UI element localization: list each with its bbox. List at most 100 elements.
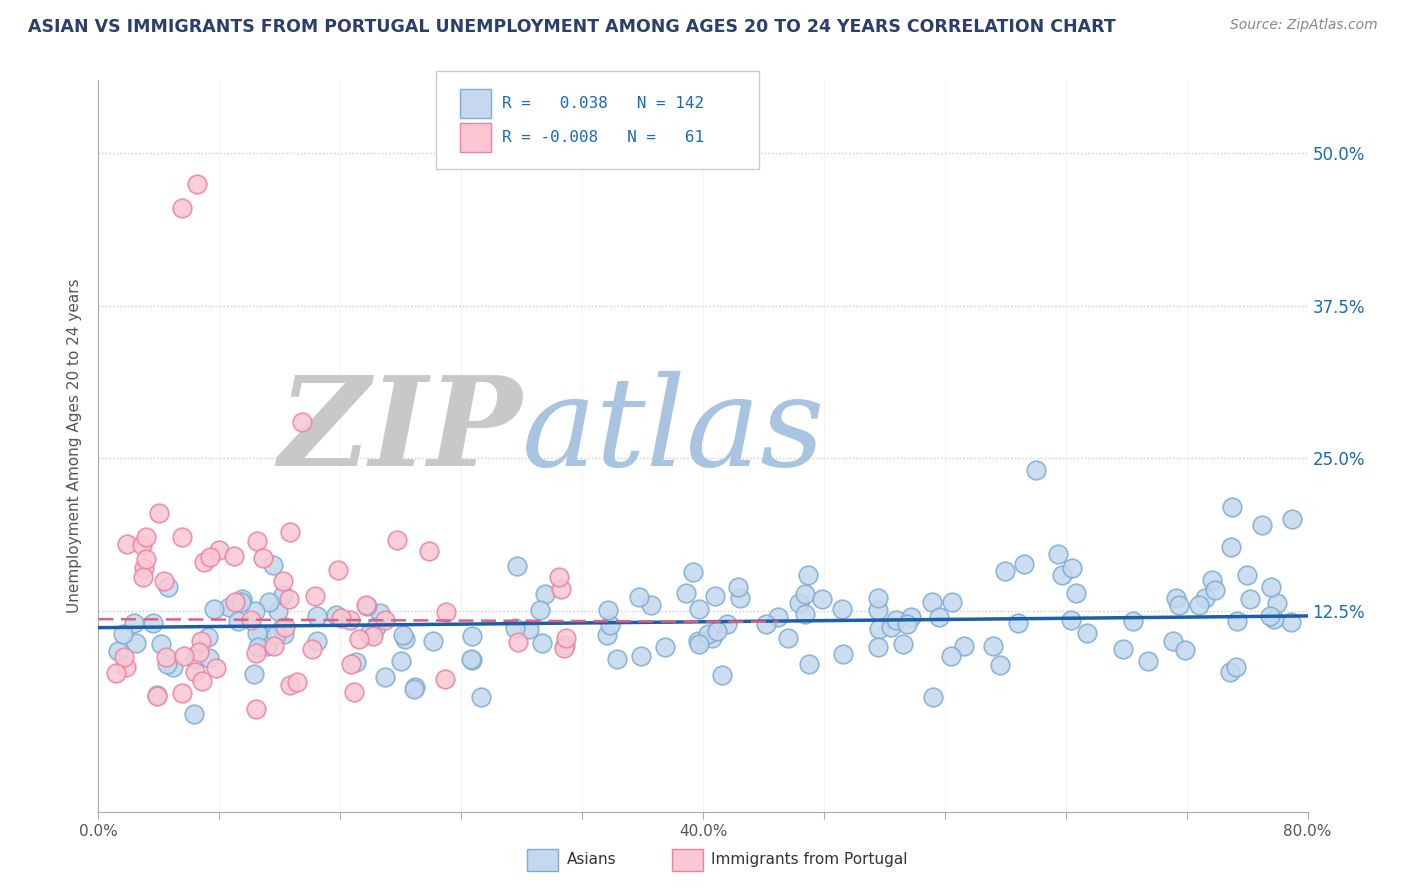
Point bbox=[797, 568, 820, 582]
Point bbox=[1239, 592, 1261, 607]
Point bbox=[1236, 567, 1258, 582]
Point bbox=[145, 689, 167, 703]
Point bbox=[596, 603, 619, 617]
Point bbox=[247, 640, 270, 654]
Point bbox=[162, 659, 184, 673]
Point bbox=[252, 551, 274, 566]
Point bbox=[866, 591, 889, 606]
Point bbox=[271, 621, 294, 635]
Point bbox=[357, 626, 380, 640]
Point bbox=[374, 613, 396, 627]
Point bbox=[921, 595, 943, 609]
Point bbox=[274, 619, 297, 633]
Point bbox=[271, 574, 294, 588]
Point bbox=[135, 530, 157, 544]
Point bbox=[173, 648, 195, 663]
Point bbox=[794, 607, 817, 622]
Point bbox=[239, 613, 262, 627]
Point bbox=[981, 639, 1004, 653]
Text: Source: ZipAtlas.com: Source: ZipAtlas.com bbox=[1230, 18, 1378, 32]
Point bbox=[344, 655, 367, 669]
Point bbox=[343, 685, 366, 699]
Point bbox=[704, 589, 727, 603]
Point bbox=[710, 668, 733, 682]
Point bbox=[187, 645, 209, 659]
Point bbox=[1076, 626, 1098, 640]
Point bbox=[394, 632, 416, 647]
Point bbox=[170, 530, 193, 544]
Point bbox=[142, 615, 165, 630]
Text: R =   0.038   N = 142: R = 0.038 N = 142 bbox=[502, 96, 704, 111]
Point bbox=[1014, 558, 1036, 572]
Text: ZIP: ZIP bbox=[278, 370, 522, 492]
Point bbox=[716, 617, 738, 632]
Point bbox=[183, 652, 205, 666]
Point bbox=[205, 661, 228, 675]
Point bbox=[1281, 512, 1303, 526]
Point bbox=[952, 640, 974, 654]
Point bbox=[107, 644, 129, 658]
Point bbox=[183, 707, 205, 722]
Point bbox=[111, 627, 134, 641]
Point bbox=[1007, 615, 1029, 630]
Point bbox=[682, 565, 704, 579]
Point bbox=[243, 667, 266, 681]
Point bbox=[1251, 518, 1274, 533]
Point bbox=[1137, 654, 1160, 668]
Point bbox=[599, 618, 621, 632]
Point bbox=[263, 639, 285, 653]
Point bbox=[1279, 615, 1302, 630]
Point bbox=[368, 606, 391, 620]
Point bbox=[1220, 500, 1243, 514]
Point bbox=[325, 607, 347, 622]
Point bbox=[730, 591, 752, 606]
Point bbox=[245, 647, 267, 661]
Point bbox=[1064, 586, 1087, 600]
Point bbox=[1161, 633, 1184, 648]
Point bbox=[1046, 547, 1069, 561]
Point bbox=[389, 655, 412, 669]
Point bbox=[1194, 591, 1216, 606]
Point bbox=[1201, 573, 1223, 587]
Point bbox=[1263, 612, 1285, 626]
Point bbox=[197, 630, 219, 644]
Point bbox=[156, 657, 179, 671]
Point bbox=[529, 603, 551, 617]
Point bbox=[391, 628, 413, 642]
Point bbox=[988, 657, 1011, 672]
Point bbox=[517, 622, 540, 636]
Point bbox=[470, 690, 492, 704]
Point bbox=[304, 589, 326, 603]
Point bbox=[172, 686, 194, 700]
Point bbox=[202, 601, 225, 615]
Point bbox=[787, 596, 810, 610]
Point bbox=[374, 670, 396, 684]
Text: R = -0.008   N =   61: R = -0.008 N = 61 bbox=[502, 130, 704, 145]
Point bbox=[928, 610, 950, 624]
Point bbox=[506, 634, 529, 648]
Point bbox=[218, 599, 240, 614]
Point bbox=[900, 610, 922, 624]
Point bbox=[291, 415, 314, 429]
Point bbox=[170, 202, 193, 216]
Point bbox=[768, 610, 790, 624]
Point bbox=[246, 626, 269, 640]
Point bbox=[301, 641, 323, 656]
Point bbox=[797, 657, 820, 672]
Point bbox=[155, 650, 177, 665]
Point bbox=[262, 558, 284, 573]
Point bbox=[941, 595, 963, 609]
Point bbox=[339, 657, 361, 671]
Point bbox=[686, 634, 709, 648]
Point bbox=[418, 544, 440, 558]
Point bbox=[1265, 596, 1288, 610]
Point bbox=[114, 650, 136, 665]
Point bbox=[1260, 580, 1282, 594]
Point bbox=[460, 651, 482, 665]
Point bbox=[1168, 599, 1191, 613]
Point bbox=[505, 621, 527, 635]
Point bbox=[831, 648, 853, 662]
Point bbox=[278, 591, 301, 606]
Point bbox=[132, 570, 155, 584]
Point bbox=[555, 632, 578, 646]
